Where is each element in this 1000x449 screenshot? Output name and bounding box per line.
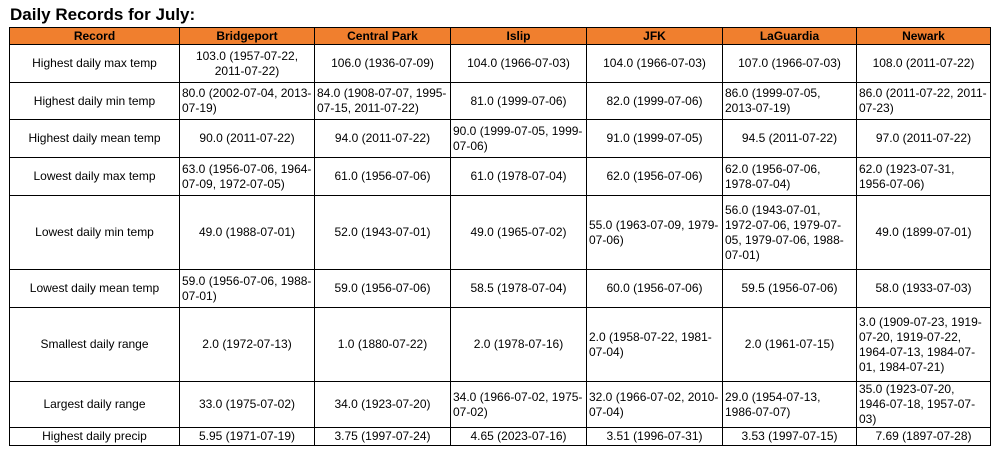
cell-newark: 49.0 (1899-07-01) [856, 195, 991, 270]
cell-central-park: 106.0 (1936-07-09) [314, 44, 451, 83]
cell-jfk: 62.0 (1956-07-06) [586, 157, 723, 196]
cell-newark: 58.0 (1933-07-03) [856, 269, 991, 308]
page-title: Daily Records for July: [10, 5, 196, 24]
table-row: Highest daily precip 5.95 (1971-07-19) 3… [9, 427, 991, 446]
record-label: Highest daily min temp [9, 82, 180, 120]
cell-islip: 90.0 (1999-07-05, 1999-07-06) [450, 119, 587, 158]
cell-newark: 108.0 (2011-07-22) [856, 44, 991, 83]
cell-bridgeport: 63.0 (1956-07-06, 1964-07-09, 1972-07-05… [179, 157, 315, 196]
cell-central-park: 34.0 (1923-07-20) [314, 381, 451, 428]
cell-bridgeport: 33.0 (1975-07-02) [179, 381, 315, 428]
cell-islip: 34.0 (1966-07-02, 1975-07-02) [450, 381, 587, 428]
header-islip: Islip [450, 27, 587, 45]
record-label: Lowest daily mean temp [9, 269, 180, 308]
cell-central-park: 52.0 (1943-07-01) [314, 195, 451, 270]
cell-bridgeport: 5.95 (1971-07-19) [179, 427, 315, 446]
cell-islip: 81.0 (1999-07-06) [450, 82, 587, 120]
cell-jfk: 2.0 (1958-07-22, 1981-07-04) [586, 307, 723, 382]
record-label: Smallest daily range [9, 307, 180, 382]
table-row: Lowest daily mean temp 59.0 (1956-07-06,… [9, 269, 991, 308]
cell-bridgeport: 59.0 (1956-07-06, 1988-07-01) [179, 269, 315, 308]
record-label: Lowest daily min temp [9, 195, 180, 270]
cell-central-park: 1.0 (1880-07-22) [314, 307, 451, 382]
cell-bridgeport: 103.0 (1957-07-22, 2011-07-22) [179, 44, 315, 83]
cell-jfk: 104.0 (1966-07-03) [586, 44, 723, 83]
cell-jfk: 32.0 (1966-07-02, 2010-07-04) [586, 381, 723, 428]
cell-islip: 104.0 (1966-07-03) [450, 44, 587, 83]
cell-laguardia: 86.0 (1999-07-05, 2013-07-19) [722, 82, 857, 120]
table-row: Highest daily mean temp 90.0 (2011-07-22… [9, 119, 991, 158]
cell-laguardia: 3.53 (1997-07-15) [722, 427, 857, 446]
cell-islip: 58.5 (1978-07-04) [450, 269, 587, 308]
cell-laguardia: 2.0 (1961-07-15) [722, 307, 857, 382]
cell-bridgeport: 80.0 (2002-07-04, 2013-07-19) [179, 82, 315, 120]
cell-bridgeport: 90.0 (2011-07-22) [179, 119, 315, 158]
header-central-park: Central Park [314, 27, 451, 45]
cell-islip: 4.65 (2023-07-16) [450, 427, 587, 446]
header-bridgeport: Bridgeport [179, 27, 315, 45]
cell-jfk: 60.0 (1956-07-06) [586, 269, 723, 308]
table-row: Highest daily max temp 103.0 (1957-07-22… [9, 44, 991, 83]
cell-islip: 49.0 (1965-07-02) [450, 195, 587, 270]
header-jfk: JFK [586, 27, 723, 45]
table-row: Lowest daily max temp 63.0 (1956-07-06, … [9, 157, 991, 196]
record-label: Highest daily precip [9, 427, 180, 446]
cell-central-park: 3.75 (1997-07-24) [314, 427, 451, 446]
header-row: Record Bridgeport Central Park Islip JFK… [9, 27, 991, 45]
cell-jfk: 55.0 (1963-07-09, 1979-07-06) [586, 195, 723, 270]
cell-central-park: 84.0 (1908-07-07, 1995-07-15, 2011-07-22… [314, 82, 451, 120]
cell-laguardia: 59.5 (1956-07-06) [722, 269, 857, 308]
cell-laguardia: 107.0 (1966-07-03) [722, 44, 857, 83]
cell-islip: 61.0 (1978-07-04) [450, 157, 587, 196]
cell-bridgeport: 49.0 (1988-07-01) [179, 195, 315, 270]
cell-central-park: 59.0 (1956-07-06) [314, 269, 451, 308]
cell-islip: 2.0 (1978-07-16) [450, 307, 587, 382]
header-record: Record [9, 27, 180, 45]
cell-jfk: 3.51 (1996-07-31) [586, 427, 723, 446]
header-laguardia: LaGuardia [722, 27, 857, 45]
record-label: Lowest daily max temp [9, 157, 180, 196]
cell-central-park: 94.0 (2011-07-22) [314, 119, 451, 158]
cell-jfk: 82.0 (1999-07-06) [586, 82, 723, 120]
cell-newark: 97.0 (2011-07-22) [856, 119, 991, 158]
cell-bridgeport: 2.0 (1972-07-13) [179, 307, 315, 382]
cell-laguardia: 62.0 (1956-07-06, 1978-07-04) [722, 157, 857, 196]
cell-newark: 7.69 (1897-07-28) [856, 427, 991, 446]
record-label: Highest daily max temp [9, 44, 180, 83]
record-label: Highest daily mean temp [9, 119, 180, 158]
table-row: Highest daily min temp 80.0 (2002-07-04,… [9, 82, 991, 120]
cell-newark: 3.0 (1909-07-23, 1919-07-20, 1919-07-22,… [856, 307, 991, 382]
cell-jfk: 91.0 (1999-07-05) [586, 119, 723, 158]
table-row: Smallest daily range 2.0 (1972-07-13) 1.… [9, 307, 991, 382]
cell-newark: 62.0 (1923-07-31, 1956-07-06) [856, 157, 991, 196]
header-newark: Newark [856, 27, 991, 45]
cell-laguardia: 29.0 (1954-07-13, 1986-07-07) [722, 381, 857, 428]
cell-newark: 86.0 (2011-07-22, 2011-07-23) [856, 82, 991, 120]
cell-newark: 35.0 (1923-07-20, 1946-07-18, 1957-07-03… [856, 381, 991, 428]
cell-laguardia: 94.5 (2011-07-22) [722, 119, 857, 158]
record-label: Largest daily range [9, 381, 180, 428]
table-row: Largest daily range 33.0 (1975-07-02) 34… [9, 381, 991, 428]
cell-laguardia: 56.0 (1943-07-01, 1972-07-06, 1979-07-05… [722, 195, 857, 270]
cell-central-park: 61.0 (1956-07-06) [314, 157, 451, 196]
table-row: Lowest daily min temp 49.0 (1988-07-01) … [9, 195, 991, 270]
records-table: Record Bridgeport Central Park Islip JFK… [9, 27, 991, 446]
